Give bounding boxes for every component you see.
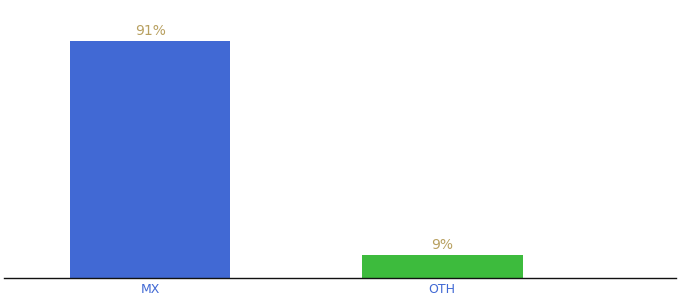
Bar bbox=[70, 41, 231, 278]
Text: 9%: 9% bbox=[431, 238, 453, 252]
Bar bbox=[362, 254, 522, 278]
Text: 91%: 91% bbox=[135, 24, 166, 38]
